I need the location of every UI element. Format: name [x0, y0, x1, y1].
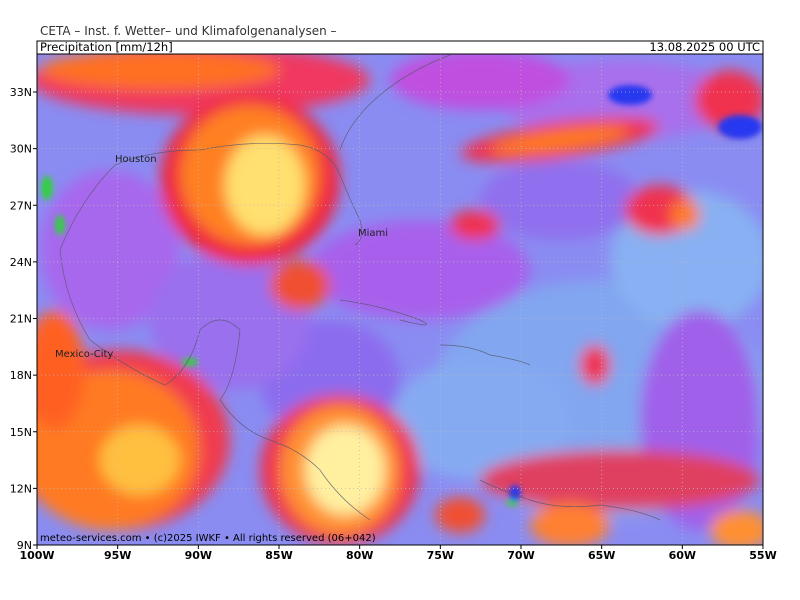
lon-label: 60W — [669, 549, 696, 562]
lon-label: 95W — [104, 549, 131, 562]
lon-label: 75W — [427, 549, 454, 562]
city-label: Mexico-City — [55, 349, 113, 360]
city-label: Houston — [115, 154, 157, 165]
precipitation-field — [37, 54, 763, 545]
lon-label: 55W — [749, 549, 776, 562]
lat-label: 12N — [10, 482, 32, 495]
lat-label: 21N — [10, 313, 32, 326]
lon-label: 90W — [185, 549, 212, 562]
lat-label: 15N — [10, 426, 32, 439]
lon-label: 85W — [265, 549, 292, 562]
lat-label: 33N — [10, 86, 32, 99]
lat-label: 18N — [10, 369, 32, 382]
lat-label: 27N — [10, 199, 32, 212]
map-frame — [36, 53, 764, 546]
lon-label: 70W — [507, 549, 534, 562]
city-label: Miami — [358, 228, 388, 239]
lat-label: 9N — [17, 539, 32, 552]
lat-label: 30N — [10, 143, 32, 156]
graticule: 9N 12N 15N 18N 21N 24N 27N 30N 33N 100W 95W 90W 85W 8… — [10, 54, 777, 562]
institute-title: CETA – Inst. f. Wetter– und Klimafolgena… — [40, 24, 337, 38]
lon-label: 65W — [588, 549, 615, 562]
lon-label: 100W — [19, 549, 54, 562]
lon-label: 80W — [346, 549, 373, 562]
lat-label: 24N — [10, 256, 32, 269]
valid-time: 13.08.2025 00 UTC — [649, 40, 760, 54]
footer-credit: meteo-services.com • (c)2025 IWKF • All … — [40, 533, 376, 544]
product-title: Precipitation [mm/12h] — [40, 40, 173, 54]
